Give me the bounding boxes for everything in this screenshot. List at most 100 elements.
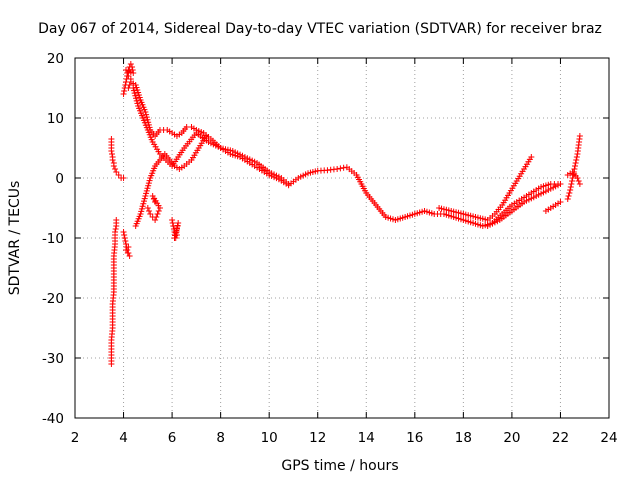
x-tick-label: 6: [168, 430, 177, 446]
data-point: [528, 154, 535, 160]
data-point: [144, 205, 151, 211]
data-point: [121, 85, 128, 91]
data-point: [130, 85, 137, 91]
x-tick-label: 12: [309, 430, 326, 446]
x-tick-label: 22: [552, 430, 569, 446]
series-end-spike: [564, 133, 583, 202]
y-tick-label: -40: [42, 411, 64, 427]
series-late-cluster: [542, 199, 564, 214]
data-point: [131, 90, 138, 97]
data-point: [565, 193, 572, 199]
series-low-branch: [132, 133, 210, 229]
series-top-spike: [120, 61, 137, 97]
data-point: [112, 166, 119, 172]
data-point: [124, 70, 131, 76]
data-point: [150, 196, 157, 202]
data-point: [122, 238, 129, 244]
data-point: [575, 178, 582, 184]
data-point: [568, 181, 575, 187]
y-tick-label: -10: [42, 231, 64, 247]
x-axis-label: GPS time / hours: [281, 458, 398, 474]
x-tick-label: 10: [261, 430, 278, 446]
data-point: [112, 229, 119, 235]
x-tick-label: 2: [71, 430, 80, 446]
data-point: [132, 92, 139, 99]
data-point: [557, 181, 564, 187]
data-point: [144, 116, 151, 123]
data-point: [120, 175, 127, 181]
series-late-upswing-b: [484, 181, 564, 229]
x-tick-label: 14: [358, 430, 375, 446]
data-point: [149, 193, 156, 199]
x-tick-label: 20: [503, 430, 520, 446]
chart-title: Day 067 of 2014, Sidereal Day-to-day VTE…: [38, 21, 602, 37]
data-point: [130, 87, 137, 94]
data-points: [108, 61, 583, 367]
data-point: [340, 164, 347, 171]
data-point: [564, 196, 571, 202]
y-tick-label: -30: [42, 351, 64, 367]
x-tick-label: 8: [216, 430, 225, 446]
data-point: [144, 185, 151, 192]
data-point: [576, 133, 583, 139]
data-point: [169, 217, 176, 223]
x-tick-label: 4: [119, 430, 128, 446]
data-point: [567, 187, 574, 193]
data-point: [153, 214, 160, 220]
data-point: [337, 165, 344, 172]
series-early-cluster: [120, 229, 133, 259]
data-point: [576, 181, 583, 187]
data-point: [141, 195, 148, 202]
data-point: [112, 226, 119, 232]
data-point: [146, 208, 153, 214]
data-point: [155, 208, 162, 214]
x-tick-label: 18: [455, 430, 472, 446]
data-point: [122, 82, 129, 88]
data-point: [143, 111, 150, 118]
data-point: [127, 61, 134, 67]
data-point: [133, 95, 140, 102]
data-point: [138, 205, 145, 212]
data-point: [566, 190, 573, 196]
data-point: [143, 114, 150, 121]
data-point: [109, 157, 116, 163]
data-point: [173, 232, 180, 238]
data-point: [122, 79, 129, 85]
data-point: [137, 211, 144, 217]
data-point: [572, 160, 579, 166]
x-tick-label: 24: [600, 430, 617, 446]
data-point: [109, 151, 116, 157]
data-point: [129, 64, 136, 70]
data-point: [121, 235, 128, 241]
data-point: [120, 91, 127, 97]
data-point: [120, 229, 127, 235]
data-point: [121, 88, 128, 94]
x-tick-label: 16: [406, 430, 423, 446]
data-point: [334, 166, 341, 172]
data-point: [574, 175, 581, 181]
data-point: [146, 177, 153, 184]
data-point: [572, 163, 579, 169]
data-point: [285, 181, 292, 187]
y-tick-label: 10: [47, 111, 64, 127]
data-point: [152, 199, 159, 205]
data-point: [110, 163, 117, 169]
series-late-upswing-a: [436, 154, 535, 223]
data-point: [142, 193, 149, 199]
data-point: [169, 220, 176, 226]
data-point: [122, 67, 129, 73]
data-point: [139, 203, 146, 210]
data-point: [108, 148, 115, 154]
data-point: [573, 154, 580, 160]
data-point: [568, 178, 575, 184]
series-main-trace: [125, 79, 562, 229]
series-early-column-a: [108, 136, 127, 181]
series-mid-cluster: [169, 217, 182, 241]
data-point: [138, 208, 145, 215]
series-early-column-b: [108, 217, 120, 367]
data-point: [154, 211, 161, 217]
data-point: [570, 172, 577, 178]
data-point: [567, 184, 574, 190]
